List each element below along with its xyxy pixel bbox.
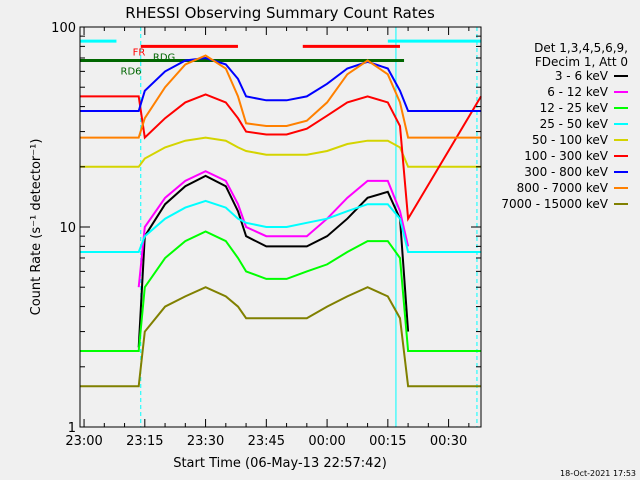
x-tick-label-0: 23:00 — [65, 434, 102, 449]
legend-title-line-0: Det 1,3,4,5,6,9, — [534, 41, 628, 55]
x-tick-label-6: 00:30 — [430, 434, 467, 449]
series-line-1 — [137, 170, 410, 288]
x-tick-label-2: 23:30 — [187, 434, 224, 449]
series-line-8 — [80, 286, 481, 388]
legend-title-line-1: FDecim 1, Att 0 — [535, 55, 628, 69]
series-line-2 — [80, 230, 481, 352]
legend-label-5: 100 - 300 keV — [524, 149, 608, 163]
plot-area: FR RDG RD6 — [79, 27, 482, 427]
series-line-3 — [80, 199, 481, 253]
y-axis-label: Count Rate (s⁻¹ detector⁻¹) — [29, 139, 44, 316]
series-line-4 — [80, 136, 481, 168]
x-axis: 23:00 23:15 23:30 23:45 00:00 00:15 00:30 — [65, 27, 470, 449]
series-line-5 — [80, 93, 482, 222]
series-line-6 — [80, 56, 481, 112]
x-tick-label-3: 23:45 — [248, 434, 285, 449]
footer-date: 18-Oct-2021 17:53 — [560, 469, 636, 478]
legend-label-0: 3 - 6 keV — [555, 69, 609, 83]
y-tick-label-1: 10 — [59, 221, 76, 236]
legend: Det 1,3,4,5,6,9,FDecim 1, Att 03 - 6 keV… — [501, 41, 628, 211]
x-tick-label-5: 00:15 — [369, 434, 406, 449]
legend-label-7: 800 - 7000 keV — [517, 181, 609, 195]
y-tick-label-2: 100 — [51, 21, 76, 36]
series-line-7 — [80, 54, 481, 139]
legend-label-8: 7000 - 15000 keV — [501, 197, 608, 211]
legend-label-1: 6 - 12 keV — [547, 85, 609, 99]
annotation-0: FR — [133, 48, 146, 59]
legend-label-6: 300 - 800 keV — [524, 165, 608, 179]
chart-title: RHESSI Observing Summary Count Rates — [125, 4, 435, 22]
y-axis: 1 10 100 — [51, 21, 481, 436]
annotation-2: RD6 — [121, 66, 142, 77]
annotation-1: RDG — [153, 52, 175, 63]
x-tick-label-1: 23:15 — [126, 434, 163, 449]
y-tick-label-0: 1 — [68, 421, 76, 436]
legend-label-2: 12 - 25 keV — [540, 101, 609, 115]
legend-label-4: 50 - 100 keV — [532, 133, 609, 147]
x-tick-label-4: 00:00 — [308, 434, 345, 449]
x-axis-label: Start Time (06-May-13 22:57:42) — [173, 456, 387, 471]
series-line-0 — [137, 174, 410, 348]
legend-label-3: 25 - 50 keV — [540, 117, 609, 131]
